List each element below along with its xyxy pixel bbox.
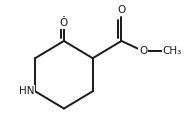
Text: CH₃: CH₃ — [163, 46, 182, 56]
Text: O: O — [60, 18, 68, 28]
Text: O: O — [117, 5, 126, 15]
Text: HN: HN — [19, 86, 35, 96]
Text: O: O — [139, 46, 147, 56]
